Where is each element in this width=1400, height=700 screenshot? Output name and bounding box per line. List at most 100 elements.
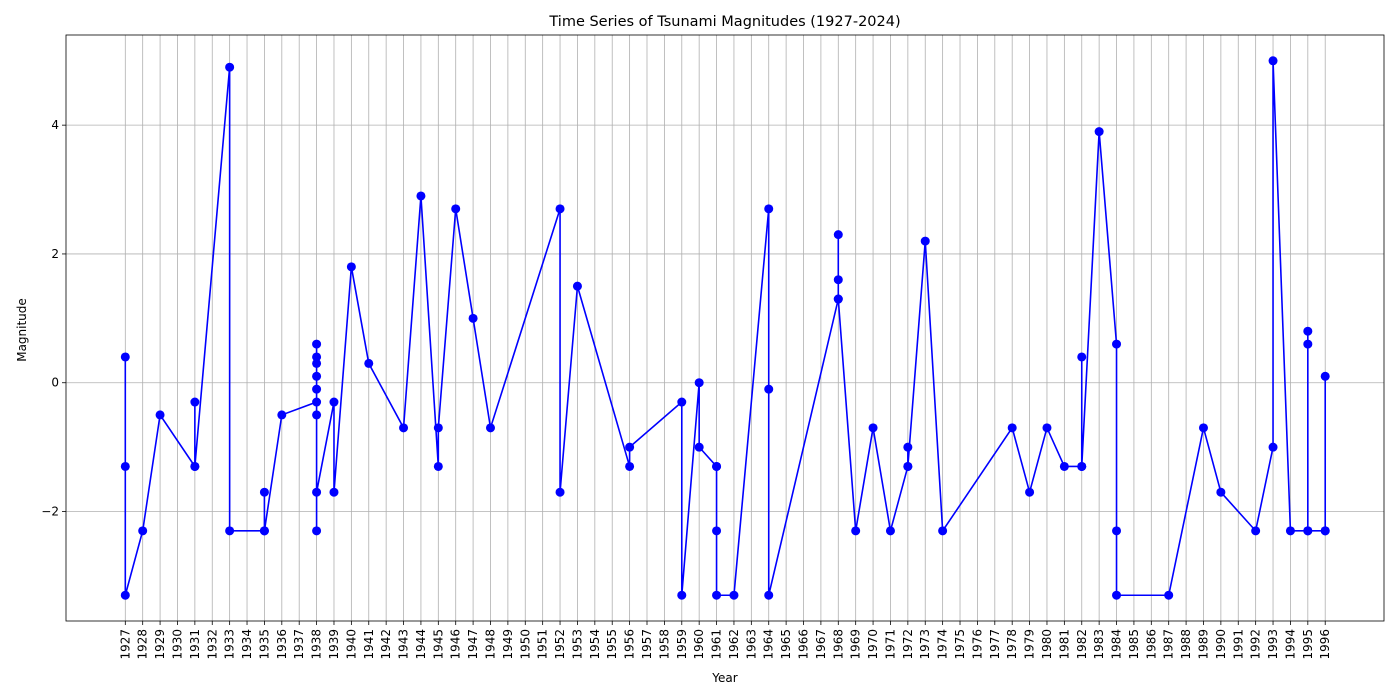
data-point (555, 204, 565, 214)
y-axis-label: Magnitude (15, 298, 29, 362)
data-point (120, 461, 130, 471)
x-tick-label: 1934 (240, 629, 254, 660)
x-tick-label: 1949 (501, 629, 515, 660)
data-point (138, 526, 148, 536)
data-point (625, 442, 635, 452)
data-point (468, 313, 478, 323)
x-tick-label: 1941 (362, 629, 376, 660)
x-tick-label: 1987 (1162, 629, 1176, 660)
x-tick-label: 1977 (988, 629, 1002, 660)
data-point (312, 352, 322, 362)
x-tick-label: 1937 (292, 629, 306, 660)
x-tick-label: 1973 (918, 629, 932, 660)
data-point (225, 62, 235, 72)
data-point (312, 339, 322, 349)
data-point (312, 397, 322, 407)
x-tick-label: 1929 (153, 629, 167, 660)
data-point (329, 397, 339, 407)
x-tick-label: 1928 (136, 629, 150, 660)
x-tick-label: 1940 (344, 629, 358, 660)
x-tick-label: 1946 (449, 629, 463, 660)
data-point (764, 204, 774, 214)
x-tick-label: 1985 (1127, 629, 1141, 660)
data-point (903, 442, 913, 452)
data-point (694, 378, 704, 388)
x-tick-label: 1978 (1005, 629, 1019, 660)
data-point (1059, 461, 1069, 471)
x-tick-label: 1960 (692, 629, 706, 660)
x-tick-label: 1982 (1075, 629, 1089, 660)
chart-title: Time Series of Tsunami Magnitudes (1927-… (548, 14, 900, 30)
data-point (938, 526, 948, 536)
x-tick-label: 1986 (1144, 629, 1158, 660)
x-tick-label: 1990 (1214, 629, 1228, 660)
data-point (399, 423, 409, 433)
x-tick-label: 1932 (205, 629, 219, 660)
data-point (764, 384, 774, 394)
x-tick-label: 1972 (901, 629, 915, 660)
series-line (124, 60, 1327, 597)
series-markers (120, 56, 1330, 600)
x-tick-label: 1945 (431, 629, 445, 660)
x-tick-label: 1976 (970, 629, 984, 660)
x-tick-label: 1981 (1057, 629, 1071, 660)
data-point (885, 526, 895, 536)
data-point (712, 526, 722, 536)
x-tick-label: 1971 (883, 629, 897, 660)
data-point (1077, 461, 1087, 471)
data-point (312, 358, 322, 368)
data-point (312, 526, 322, 536)
data-point (1077, 352, 1087, 362)
data-point (1094, 127, 1104, 137)
x-tick-label: 1958 (657, 629, 671, 660)
x-tick-label: 1980 (1040, 629, 1054, 660)
x-tick-label: 1993 (1266, 629, 1280, 660)
data-point (1303, 339, 1313, 349)
data-point (677, 397, 687, 407)
data-point (1198, 423, 1208, 433)
x-tick-label: 1956 (623, 629, 637, 660)
x-tick-label: 1933 (223, 629, 237, 660)
data-point (851, 526, 861, 536)
data-point (259, 487, 269, 497)
data-point (694, 442, 704, 452)
x-tick-label: 1951 (536, 629, 550, 660)
x-tick-label: 1983 (1092, 629, 1106, 660)
x-tick-label: 1966 (797, 629, 811, 660)
x-tick-label: 1936 (275, 629, 289, 660)
data-point (903, 461, 913, 471)
data-point (729, 590, 739, 600)
data-point (1216, 487, 1226, 497)
x-tick-label: 1964 (762, 629, 776, 660)
x-tick-label: 1979 (1023, 629, 1037, 660)
x-tick-label: 1991 (1231, 629, 1245, 660)
data-point (451, 204, 461, 214)
y-axis: −2 0 2 4 (41, 118, 66, 519)
series-line-path (124, 60, 1327, 597)
data-point (225, 526, 235, 536)
x-axis: 1927 1928 1929 1930 1931 1932 1933 1934 1935 1936… (118, 621, 1332, 660)
data-point (833, 275, 843, 285)
x-axis-label: Year (711, 671, 737, 685)
data-point (433, 423, 443, 433)
x-tick-label: 1944 (414, 629, 428, 660)
data-point (312, 410, 322, 420)
data-point (1303, 526, 1313, 536)
x-tick-label: 1931 (188, 629, 202, 660)
x-tick-label: 1984 (1110, 629, 1124, 660)
x-tick-label: 1961 (710, 629, 724, 660)
x-tick-label: 1955 (605, 629, 619, 660)
data-point (1268, 56, 1278, 66)
x-tick-label: 1942 (379, 629, 393, 660)
data-point (868, 423, 878, 433)
data-point (259, 526, 269, 536)
x-tick-label: 1989 (1196, 629, 1210, 660)
data-point (1251, 526, 1261, 536)
data-point (312, 487, 322, 497)
x-tick-label: 1965 (779, 629, 793, 660)
x-tick-label: 1970 (866, 629, 880, 660)
data-point (555, 487, 565, 497)
x-tick-label: 1954 (588, 629, 602, 660)
data-point (155, 410, 165, 420)
